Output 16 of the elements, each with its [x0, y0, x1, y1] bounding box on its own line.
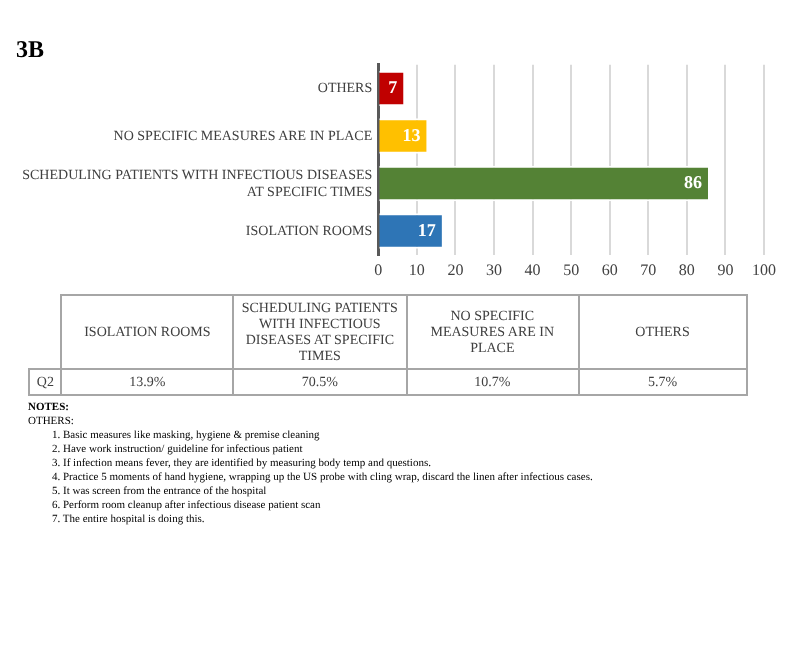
x-tick-label: 20 [447, 260, 464, 279]
x-tick-label: 80 [678, 260, 695, 279]
x-tick-label: 30 [485, 260, 502, 279]
x-tick-label: 50 [563, 260, 580, 279]
x-tick-label: 60 [601, 260, 618, 279]
data-label: 17 [417, 219, 437, 240]
data-label: 86 [684, 172, 703, 193]
x-tick-label: 70 [640, 260, 657, 279]
x-tick-label: 90 [717, 260, 734, 279]
x-tick-label: 0 [374, 260, 383, 279]
x-tick-label: 10 [408, 260, 425, 279]
x-tick-label: 100 [752, 260, 776, 279]
text: 3B [16, 34, 45, 63]
x-tick-label: 40 [524, 260, 541, 279]
data-label: 7 [388, 77, 399, 98]
data-label: 13 [402, 124, 422, 145]
